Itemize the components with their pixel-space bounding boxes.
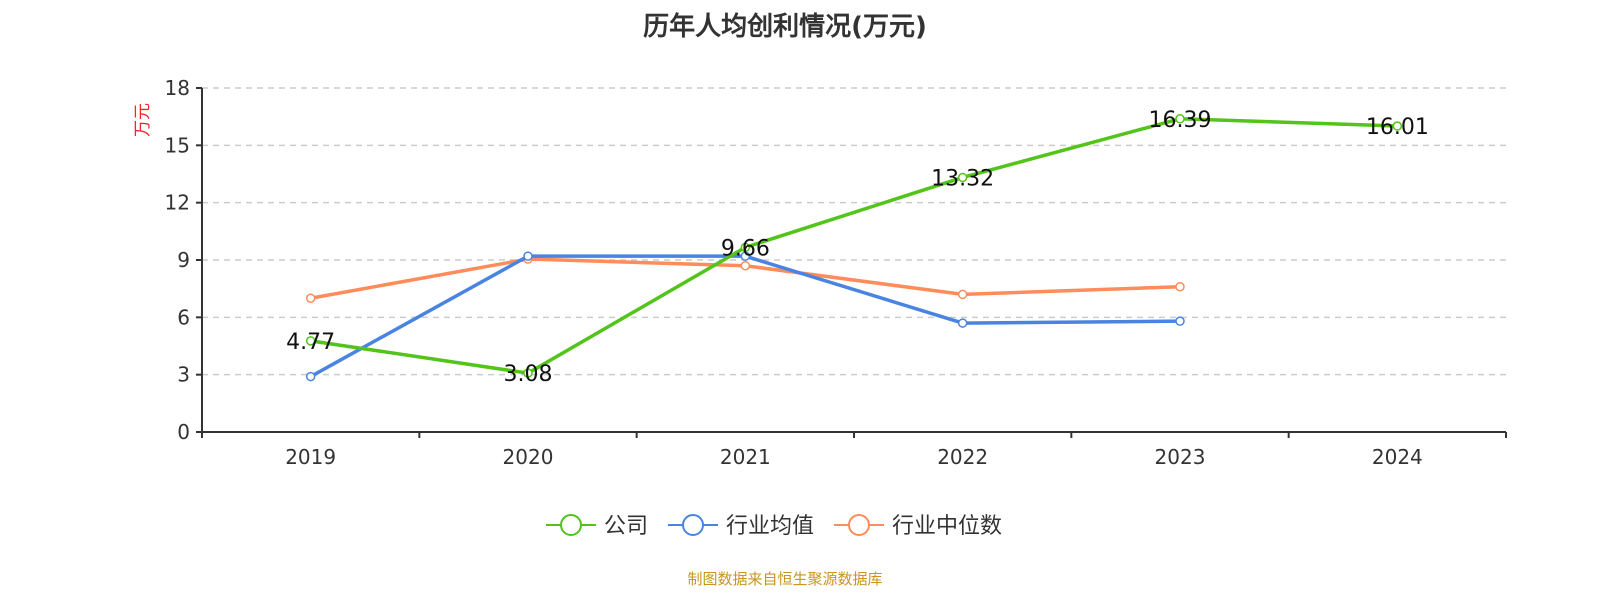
legend-item[interactable]: 公司 [546,514,648,539]
legend-label: 行业中位数 [892,514,1002,539]
y-tick-label: 18 [165,76,190,100]
data-point [957,289,968,300]
y-tick-label: 3 [177,363,190,387]
data-label: 16.39 [1149,108,1212,133]
data-point [305,336,316,346]
data-label: 4.77 [286,330,335,355]
legend-circle-icon [682,514,704,536]
data-point [305,371,316,382]
x-tick-label: 2019 [285,445,336,469]
x-tick-label: 2022 [937,445,988,469]
series-line [310,117,1398,375]
data-point [305,293,316,303]
data-point [523,368,533,378]
legend-circle-icon [848,514,870,536]
data-point [957,318,968,328]
data-point [740,251,751,261]
legend-item[interactable]: 行业中位数 [834,514,1002,539]
data-point [1175,316,1185,326]
x-tick-label: 2020 [503,445,554,469]
data-point [1392,121,1403,131]
x-tick-label: 2021 [720,445,771,469]
y-tick-label: 0 [177,420,190,444]
data-label: 16.01 [1366,115,1429,140]
legend-item[interactable]: 行业均值 [668,514,814,539]
y-tick-label: 6 [177,305,190,329]
data-point [1175,282,1185,292]
y-axis-label: 万元 [133,103,153,137]
data-point [1175,114,1185,124]
data-label: 3.08 [504,362,553,387]
y-tick-label: 9 [177,248,190,272]
legend-circle-icon [560,514,582,536]
data-point [523,251,533,261]
y-tick-label: 15 [165,133,190,157]
x-tick-label: 2024 [1372,445,1423,469]
x-tick-label: 2023 [1155,445,1206,469]
chart-title: 历年人均创利情况(万元) [643,12,927,42]
source-note: 制图数据来自恒生聚源数据库 [687,570,883,588]
data-point [957,172,968,183]
data-point [740,242,751,253]
data-label: 9.66 [721,236,770,261]
legend-label: 公司 [604,514,648,539]
y-tick-label: 12 [165,191,190,215]
data-label: 13.32 [931,166,994,191]
legend-label: 行业均值 [726,514,814,539]
data-point [740,260,751,271]
